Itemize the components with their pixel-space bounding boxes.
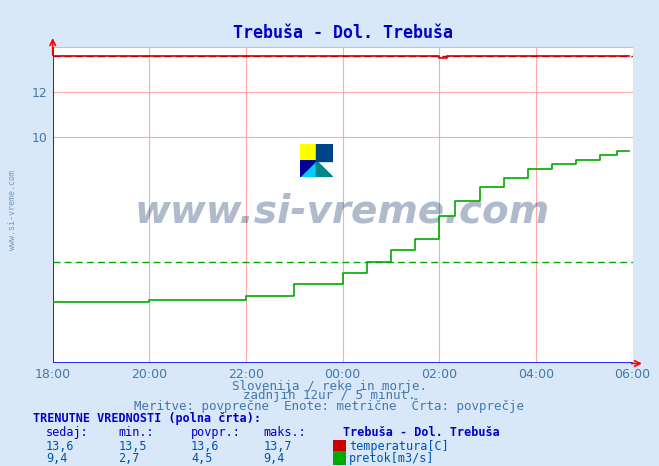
Text: Trebuša - Dol. Trebuša: Trebuša - Dol. Trebuša — [343, 426, 500, 439]
Text: sedaj:: sedaj: — [46, 426, 89, 439]
Text: 9,4: 9,4 — [264, 452, 285, 465]
Text: povpr.:: povpr.: — [191, 426, 241, 439]
Text: 13,5: 13,5 — [119, 440, 147, 453]
Text: temperatura[C]: temperatura[C] — [349, 440, 449, 453]
Text: www.si-vreme.com: www.si-vreme.com — [8, 170, 17, 250]
Text: 2,7: 2,7 — [119, 452, 140, 465]
Polygon shape — [300, 161, 316, 177]
Polygon shape — [300, 161, 316, 177]
Text: 13,6: 13,6 — [46, 440, 74, 453]
Polygon shape — [316, 161, 333, 177]
Text: Slovenija / reke in morje.: Slovenija / reke in morje. — [232, 380, 427, 393]
Text: TRENUTNE VREDNOSTI (polna črta):: TRENUTNE VREDNOSTI (polna črta): — [33, 412, 261, 425]
Bar — [316, 144, 333, 161]
Text: 4,5: 4,5 — [191, 452, 212, 465]
Text: 13,6: 13,6 — [191, 440, 219, 453]
Title: Trebuša - Dol. Trebuša: Trebuša - Dol. Trebuša — [233, 24, 453, 42]
Text: pretok[m3/s]: pretok[m3/s] — [349, 452, 435, 465]
Bar — [300, 144, 316, 161]
Text: 13,7: 13,7 — [264, 440, 292, 453]
Text: maks.:: maks.: — [264, 426, 306, 439]
Text: www.si-vreme.com: www.si-vreme.com — [135, 192, 550, 230]
Text: 9,4: 9,4 — [46, 452, 67, 465]
Text: min.:: min.: — [119, 426, 154, 439]
Text: zadnjih 12ur / 5 minut.: zadnjih 12ur / 5 minut. — [243, 389, 416, 402]
Text: Meritve: povprečne  Enote: metrične  Črta: povprečje: Meritve: povprečne Enote: metrične Črta:… — [134, 398, 525, 413]
